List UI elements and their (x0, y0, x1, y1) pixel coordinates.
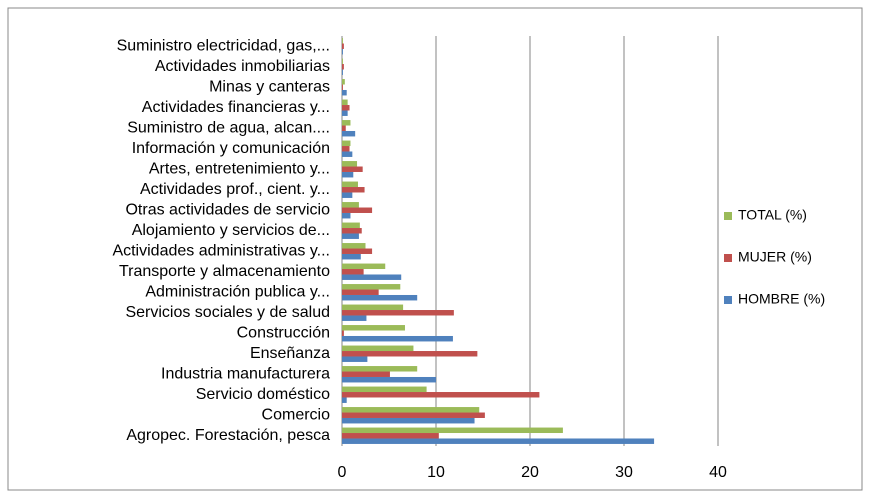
bar (342, 351, 478, 357)
legend-label: MUJER (%) (738, 249, 812, 265)
bar (342, 263, 386, 270)
y-tick-label: Suministro electricidad, gas,... (117, 37, 330, 54)
bar (342, 397, 347, 403)
bar (342, 274, 402, 280)
y-tick-label: Suministro de agua, alcan.... (127, 119, 330, 136)
bar (342, 304, 404, 311)
x-tick-label: 0 (338, 464, 347, 481)
bar (342, 207, 373, 213)
legend-label: HOMBRE (%) (738, 291, 825, 307)
y-tick-label: Transporte y almacenamiento (119, 263, 330, 280)
bar (342, 392, 540, 398)
bar (342, 412, 485, 418)
bar (342, 243, 366, 249)
legend-swatch (724, 254, 732, 262)
bar (342, 99, 348, 106)
y-tick-label: Industria manufacturera (161, 365, 330, 382)
bar (342, 79, 345, 85)
bar (342, 48, 343, 55)
bar (342, 294, 418, 301)
bar (342, 284, 401, 290)
x-tick-label: 20 (521, 464, 539, 481)
bar (342, 233, 359, 239)
y-tick-label: Otras actividades de servicio (125, 201, 330, 218)
y-tick-label: Información y comunicación (132, 140, 330, 157)
bar (342, 151, 353, 157)
bar (342, 166, 363, 172)
bar (342, 120, 351, 126)
bar (342, 438, 655, 444)
bar (342, 325, 405, 331)
bar (342, 417, 475, 424)
bar (342, 248, 373, 254)
bar (342, 376, 436, 383)
bar (342, 69, 343, 75)
bar (342, 161, 358, 167)
y-tick-label: Servicios sociales y de salud (125, 304, 330, 321)
legend-label: TOTAL (%) (738, 207, 807, 223)
bar (342, 289, 379, 295)
bar (342, 89, 347, 96)
bar (342, 228, 362, 234)
bar (342, 187, 365, 193)
bar (342, 345, 414, 352)
bar (342, 146, 350, 152)
y-tick-label: Actividades administrativas y... (112, 242, 330, 259)
y-tick-label: Agropec. Forestación, pesca (126, 427, 330, 444)
y-tick-label: Actividades prof., cient. y... (140, 181, 330, 198)
x-tick-label: 10 (427, 464, 445, 481)
y-tick-label: Comercio (262, 406, 331, 423)
bar (342, 64, 344, 70)
bar (342, 433, 439, 439)
bar (342, 371, 390, 377)
y-tick-label: Actividades inmobiliarias (155, 58, 330, 75)
bar (342, 125, 346, 131)
x-tick-label: 30 (615, 464, 633, 481)
x-tick-label: 40 (709, 464, 727, 481)
bar (342, 330, 344, 336)
y-tick-label: Enseñanza (250, 345, 330, 362)
bar (342, 43, 344, 49)
y-tick-label: Servicio doméstico (196, 386, 330, 403)
legend-swatch (724, 212, 732, 220)
bar (342, 171, 354, 178)
bar (342, 192, 353, 198)
y-tick-label: Administración publica y... (145, 283, 330, 300)
y-tick-label: Artes, entretenimiento y... (149, 160, 330, 177)
y-tick-label: Actividades financieras y... (142, 99, 330, 116)
bar (342, 335, 453, 342)
bar (342, 269, 364, 275)
bar (342, 140, 351, 147)
bar (342, 130, 356, 137)
y-tick-label: Minas y canteras (209, 78, 330, 95)
bar (342, 105, 350, 111)
bar (342, 84, 343, 90)
bar (342, 315, 367, 321)
bar (342, 110, 348, 116)
bar (342, 202, 359, 208)
bar (342, 212, 351, 219)
bar (342, 427, 563, 434)
y-tick-label: Alojamiento y servicios de... (132, 222, 330, 239)
bar (342, 181, 358, 188)
y-tick-label: Construcción (237, 324, 330, 341)
bar (342, 366, 418, 372)
bar (342, 407, 480, 413)
bar (342, 310, 454, 316)
bar (342, 38, 343, 44)
bar (342, 222, 360, 229)
bar (342, 356, 368, 362)
legend-swatch (724, 296, 732, 304)
bar (342, 58, 343, 65)
bar (342, 253, 361, 260)
bar (342, 386, 427, 393)
